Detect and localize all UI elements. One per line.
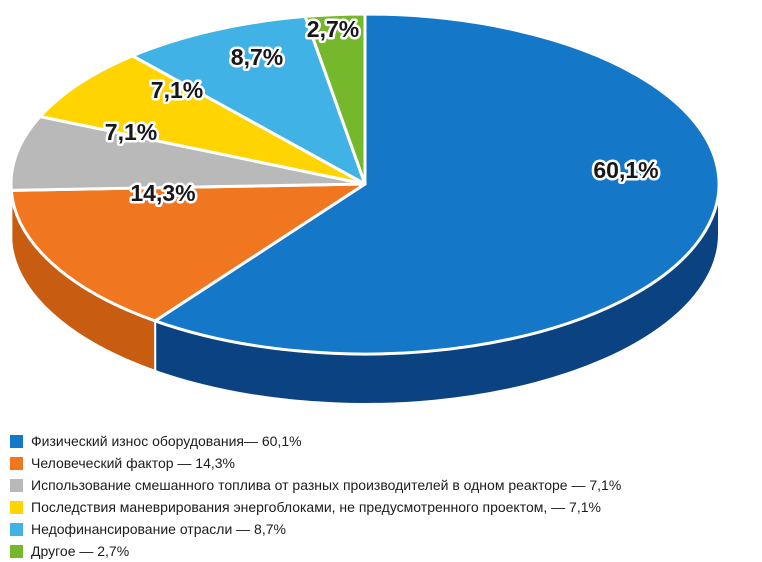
legend-label: Использование смешанного топлива от разн… [31, 477, 622, 493]
legend-label: Другое — 2,7% [31, 543, 130, 559]
pie-slice [9, 182, 367, 323]
legend-label: Физический износ оборудования— 60,1% [31, 433, 302, 449]
pie-slice [38, 54, 367, 186]
slice-label: 7,1% [151, 77, 203, 103]
pie-slice [131, 14, 367, 186]
pie-slice [153, 12, 721, 356]
legend-item: Недофинансирование отрасли — 8,7% [10, 518, 762, 540]
legend-item: Использование смешанного топлива от разн… [10, 474, 762, 496]
slice-label: 7,1% [105, 119, 157, 145]
legend-swatch [10, 500, 23, 514]
legend-swatch [10, 434, 23, 448]
legend-label: Человеческий фактор — 14,3% [31, 455, 235, 471]
slice-label: 8,7% [231, 44, 283, 70]
chart-legend: Физический износ оборудования— 60,1% Чело… [0, 428, 762, 562]
legend-label: Последствия маневрирования энергоблоками… [31, 499, 601, 515]
pie-slice [9, 114, 367, 192]
slice-label: 2,7% [307, 16, 359, 42]
pie-3d-svg: 60,1% 14,3% 7,1% 7,1% 8,7% 2,7% [9, 12, 721, 405]
legend-swatch [10, 522, 23, 536]
pie-chart-area: 60,1% 14,3% 7,1% 7,1% 8,7% 2,7% [9, 12, 721, 405]
legend-item: Последствия маневрирования энергоблоками… [10, 496, 762, 518]
legend-swatch [10, 456, 23, 470]
legend-swatch [10, 544, 23, 558]
slice-label: 14,3% [130, 180, 195, 206]
legend-swatch [10, 478, 23, 492]
legend-item: Человеческий фактор — 14,3% [10, 452, 762, 474]
slice-label: 60,1% [593, 157, 658, 183]
legend-item: Другое — 2,7% [10, 540, 762, 562]
legend-item: Физический износ оборудования— 60,1% [10, 430, 762, 452]
legend-label: Недофинансирование отрасли — 8,7% [31, 521, 286, 537]
pie-slice [303, 12, 367, 186]
